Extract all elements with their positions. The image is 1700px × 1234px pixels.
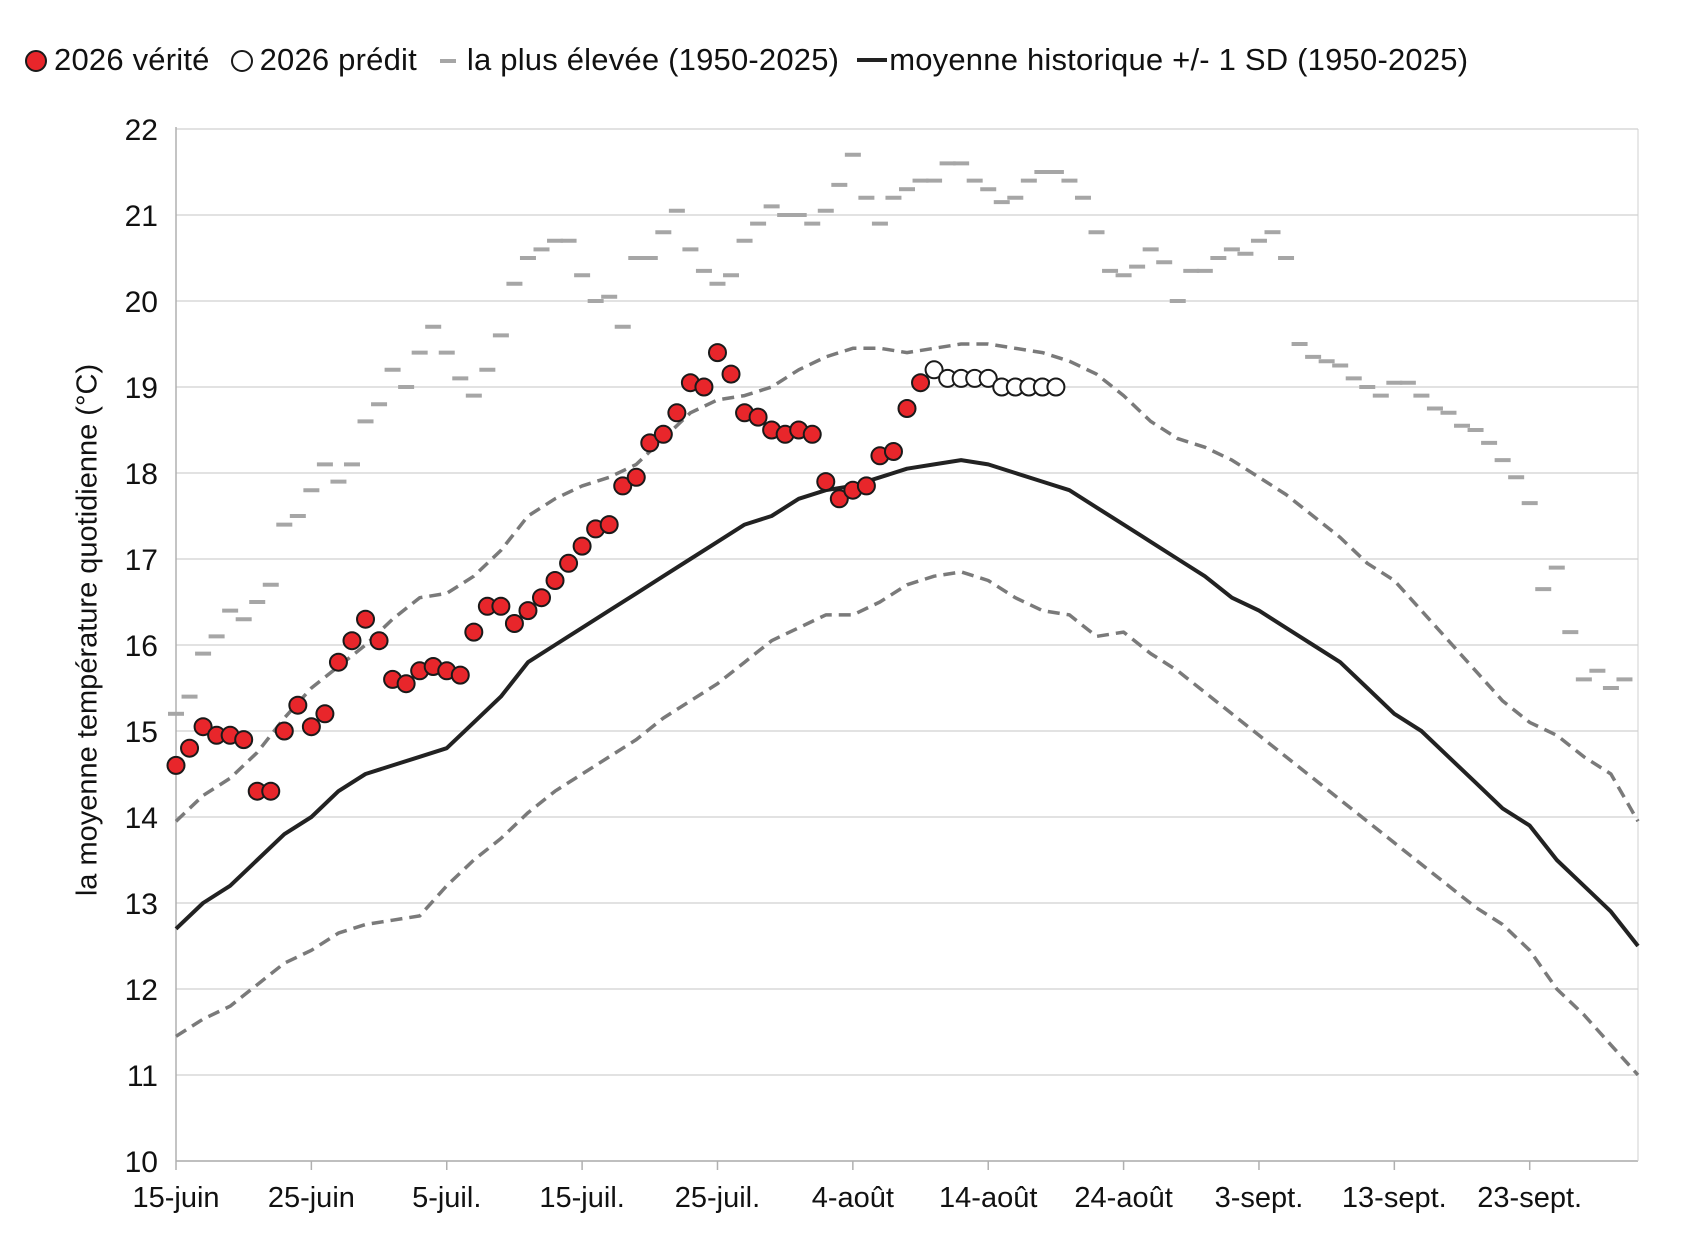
y-tick-label: 15 (125, 716, 158, 749)
truth-point (396, 674, 416, 694)
truth-point (748, 407, 768, 427)
legend-label-truth: 2026 vérité (54, 42, 210, 77)
legend-item-highest[interactable]: la plus élevée (1950-2025) (435, 42, 839, 78)
truth-point (328, 652, 348, 672)
legend-item-predicted[interactable]: 2026 prédit (228, 42, 417, 78)
truth-point (721, 364, 741, 384)
legend-label-highest: la plus élevée (1950-2025) (466, 42, 840, 77)
truth-point (301, 717, 321, 737)
y-tick-label: 19 (125, 372, 158, 405)
truth-point (491, 596, 511, 616)
x-tick-label: 3-sept. (1215, 1182, 1304, 1214)
truth-point (599, 515, 619, 535)
truth-point (193, 717, 213, 737)
truth-point (545, 571, 565, 590)
predicted-point (978, 368, 998, 388)
truth-point (180, 738, 200, 758)
gray-dash-icon (435, 47, 461, 73)
red-circle-icon (22, 47, 48, 73)
truth-point (802, 424, 822, 444)
truth-point (694, 377, 714, 397)
truth-point (504, 614, 524, 633)
y-tick-label: 11 (127, 1060, 158, 1093)
x-tick-label: 13-sept. (1342, 1182, 1447, 1214)
y-tick-label: 16 (125, 630, 158, 663)
truth-point (315, 704, 335, 724)
truth-point (911, 373, 931, 393)
axes (175, 127, 1639, 1170)
x-tick-label: 15-juin (132, 1182, 219, 1214)
legend-label-predicted: 2026 prédit (259, 42, 417, 77)
x-tick-label: 5-juil. (412, 1182, 481, 1214)
predicted-point (924, 360, 944, 380)
y-tick-labels: 10 11 12 13 14 15 16 17 18 19 20 21 22 (125, 114, 158, 1179)
series-lines (174, 342, 1640, 1077)
y-tick-label: 13 (125, 888, 158, 921)
x-tick-labels: 15-juin 25-juin 5-juil. 15-juil. 25-juil. 4-a… (132, 1182, 1582, 1214)
x-tick-label: 25-juil. (675, 1182, 760, 1214)
legend-item-truth[interactable]: 2026 vérité (22, 42, 210, 78)
truth-point (518, 601, 538, 621)
truth-point (450, 665, 470, 685)
truth-point (464, 622, 484, 642)
legend: 2026 vérité 2026 prédit la plus élevée (… (22, 38, 1486, 82)
sd-band-line (175, 570, 1640, 1077)
y-tick-label: 22 (125, 114, 158, 147)
highest-series (168, 152, 1633, 716)
y-tick-label: 17 (125, 544, 158, 577)
y-tick-label: 20 (125, 286, 158, 319)
x-tick-label: 14-août (939, 1182, 1037, 1214)
truth-point (356, 609, 376, 629)
truth-point (626, 467, 646, 487)
truth-point (707, 343, 727, 363)
sd-band-line (174, 342, 1640, 823)
truth-point (288, 695, 308, 715)
truth-point (559, 553, 579, 573)
truth-point (274, 721, 294, 741)
truth-point (883, 442, 903, 461)
predicted-point (1046, 377, 1066, 397)
y-tick-label: 18 (125, 458, 158, 491)
y-tick-label: 12 (125, 974, 158, 1007)
legend-label-mean: moyenne historique +/- 1 SD (1950-2025) (889, 42, 1469, 77)
truth-point (572, 536, 592, 556)
truth-point (897, 399, 917, 418)
y-tick-label: 14 (125, 802, 158, 835)
x-tick-label: 15-juil. (539, 1182, 624, 1214)
open-circle-icon (228, 47, 254, 73)
truth-point (532, 588, 551, 608)
y-tick-label: 10 (125, 1146, 158, 1179)
truth-point (234, 730, 254, 750)
grid-lines (176, 128, 1638, 1162)
x-tick-label: 23-sept. (1477, 1182, 1582, 1214)
truth-point (640, 433, 660, 453)
truth-point (816, 472, 836, 492)
truth-point (856, 476, 876, 496)
x-tick-label: 25-juin (268, 1182, 355, 1214)
y-tick-label: 21 (125, 200, 158, 233)
truth-point (653, 424, 673, 444)
truth-point (369, 631, 389, 651)
black-line-icon (857, 47, 888, 73)
point-series (166, 343, 1066, 801)
x-tick-label: 4-août (812, 1182, 894, 1214)
truth-point (613, 476, 633, 496)
truth-point (829, 489, 849, 509)
mean-line (174, 458, 1640, 948)
x-tick-label: 24-août (1074, 1182, 1172, 1214)
legend-item-mean[interactable]: moyenne historique +/- 1 SD (1950-2025) (857, 42, 1468, 78)
truth-point (667, 403, 687, 423)
truth-point (166, 755, 186, 775)
truth-point (342, 631, 362, 651)
truth-point (261, 781, 281, 801)
